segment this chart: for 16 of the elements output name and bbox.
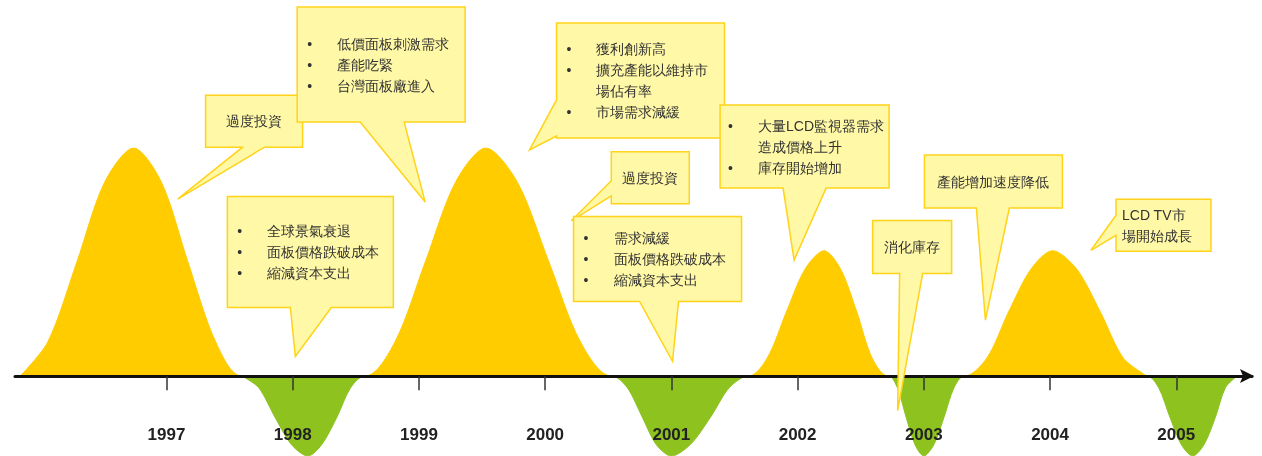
x-tick-label: 2002	[778, 425, 817, 444]
annotation: 過度投資	[622, 169, 679, 186]
x-tick-label: 2004	[1031, 425, 1070, 444]
x-tick-label: 1999	[400, 425, 438, 444]
text: 過度投資	[226, 113, 283, 130]
text: • 獲利創新高 • 擴充產能以維持市場佔有率 • 市場需求減緩	[566, 40, 709, 120]
x-tick-label: 1997	[147, 425, 186, 444]
text: • 需求減緩 • 面板價格跌破成本 • 縮減資本支出	[583, 229, 726, 288]
text: • 全球景氣衰退 • 面板價格跌破成本 • 縮減資本支出	[237, 222, 380, 281]
annotation: 產能增加速度降低	[937, 173, 1050, 190]
text: • 大量LCD監視器需求造成價格上升 • 庫存開始增加	[728, 117, 885, 176]
annotation: 消化庫存	[884, 239, 941, 256]
text: • 低價面板刺激需求 • 產能吃緊 • 台灣面板廠進入	[307, 35, 450, 94]
annotation: LCD TV市場開始成長	[1120, 206, 1192, 244]
x-tick-label: 2000	[526, 425, 565, 444]
x-tick-label: 2001	[652, 425, 691, 444]
